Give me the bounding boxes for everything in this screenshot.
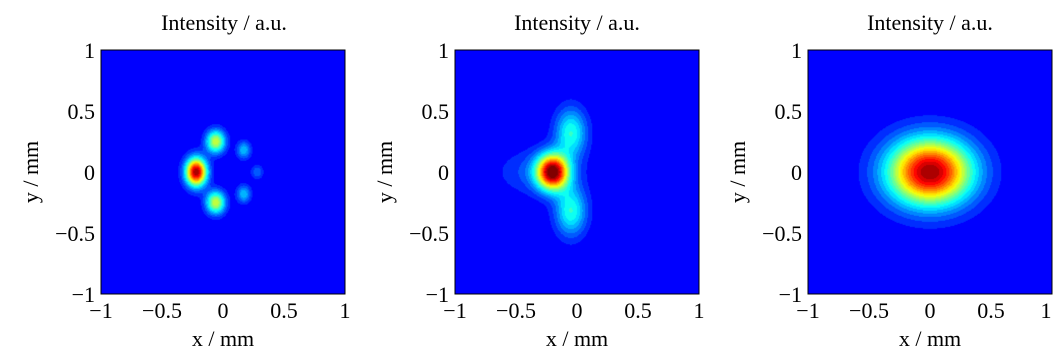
panel-1-xtick-label: −1 [89,298,112,323]
panel-2-xlabel: x / mm [546,326,608,351]
panel-3-ytick-label: 0.5 [775,99,803,124]
panel-1-xlabel: x / mm [192,326,254,351]
panel-1-ytick-label: 0 [84,160,95,185]
panel-2-heatmap [455,50,699,294]
panel-1-title: Intensity / a.u. [161,10,287,35]
panel-3-ytick-label: 1 [791,38,802,63]
panel-1-xtick-label: 1 [340,298,351,323]
panel-3-heatmap [808,50,1052,294]
panel-1-axes-frame [100,49,346,295]
panel-3-axes-frame [807,49,1053,295]
panel-1-xtick-label: 0 [218,298,229,323]
panel-3-xticks: −1 −0.5 0 0.5 1 [796,298,1051,323]
panel-1-xticks: −1 −0.5 0 0.5 1 [89,298,350,323]
panel-2: Intensity / a.u. −1 −0.5 0 0.5 1 1 0.5 0… [372,10,705,351]
panel-3-ylabel: y / mm [725,141,750,203]
panel-1-ytick-label: −1 [72,282,95,307]
panel-1-ytick-label: 1 [84,38,95,63]
panel-2-ytick-label: 0.5 [422,99,450,124]
panel-2-axes-frame [454,49,700,295]
panel-2-ytick-label: 1 [438,38,449,63]
panel-3-xtick-label: 1 [1041,298,1052,323]
panel-1-xtick-label: −0.5 [142,298,182,323]
panel-3: Intensity / a.u. −1 −0.5 0 0.5 1 1 0.5 0… [725,10,1053,351]
panel-3-xtick-label: −1 [796,298,819,323]
panel-3-xtick-label: 0.5 [977,298,1005,323]
panel-3-ytick-label: −0.5 [762,221,802,246]
panel-1-ytick-label: −0.5 [55,221,95,246]
panel-3-ytick-label: 0 [791,160,802,185]
panel-2-ylabel: y / mm [372,141,397,203]
panel-2-yticks: 1 0.5 0 −0.5 −1 [409,38,449,307]
panel-2-xtick-label: 0 [572,298,583,323]
panel-2-xtick-label: −0.5 [496,298,536,323]
panel-1-ytick-label: 0.5 [68,99,96,124]
panel-1: Intensity / a.u. −1 −0.5 0 0.5 1 1 0.5 0… [18,10,351,351]
panel-2-ytick-label: −0.5 [409,221,449,246]
panel-3-yticks: 1 0.5 0 −0.5 −1 [762,38,802,307]
panel-1-yticks: 1 0.5 0 −0.5 −1 [55,38,95,307]
panel-1-heatmap [101,50,345,294]
panel-1-ylabel: y / mm [18,141,43,203]
panel-3-title: Intensity / a.u. [867,10,993,35]
panel-1-xtick-label: 0.5 [270,298,298,323]
panel-2-title: Intensity / a.u. [514,10,640,35]
panel-2-xtick-label: 0.5 [624,298,652,323]
panel-3-ytick-label: −1 [779,282,802,307]
panel-2-ytick-label: −1 [426,282,449,307]
panel-2-ytick-label: 0 [438,160,449,185]
panel-2-xtick-label: 1 [694,298,705,323]
panel-2-xticks: −1 −0.5 0 0.5 1 [443,298,704,323]
panel-2-xtick-label: −1 [443,298,466,323]
panel-3-xlabel: x / mm [899,326,961,351]
panel-3-xtick-label: −0.5 [849,298,889,323]
panel-3-xtick-label: 0 [925,298,936,323]
